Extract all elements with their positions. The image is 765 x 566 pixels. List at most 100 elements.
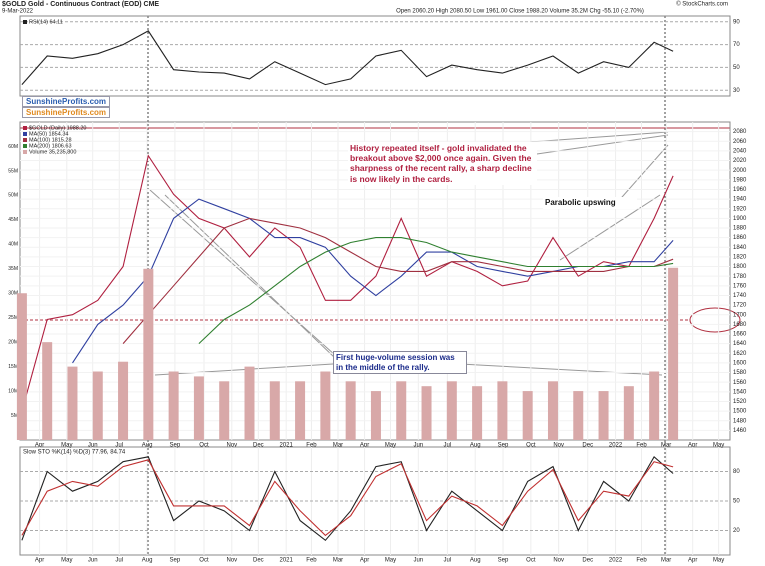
volume-bar <box>396 381 407 440</box>
volume-bar <box>421 386 432 440</box>
series-line <box>72 198 674 364</box>
volume-bar <box>143 268 154 440</box>
x-tick-label: Jul <box>115 558 123 564</box>
panel-title: Slow STO %K(14) %D(3) 77.96, 84.74 <box>23 450 126 456</box>
x-tick-label: May <box>385 558 396 564</box>
legend-swatch <box>23 126 27 130</box>
volume-bar <box>295 381 306 440</box>
x-tick-label: 2021 <box>279 443 293 449</box>
volume-bar <box>649 371 660 440</box>
volume-bar <box>472 386 483 440</box>
volume-bar <box>269 381 280 440</box>
y-tick-label: 1780 <box>733 274 747 280</box>
y-tick-label: 1760 <box>733 283 747 289</box>
x-tick-label: Jun <box>88 443 98 449</box>
volume-bar <box>42 342 53 440</box>
y-tick-label: 1940 <box>733 197 747 203</box>
x-tick-label: May <box>713 443 724 449</box>
y-tick-label: 80 <box>733 469 740 475</box>
y-tick-label: 30 <box>733 88 740 94</box>
x-tick-label: Oct <box>199 558 209 564</box>
volume-bar <box>16 293 27 440</box>
y-tick-label: 70 <box>733 42 740 48</box>
panel-frame <box>19 15 731 97</box>
series-line <box>198 237 674 344</box>
volume-bar <box>446 381 457 440</box>
y-tick-label: 1960 <box>733 187 747 193</box>
y-tick-label: 2000 <box>733 168 747 174</box>
target-ellipse <box>689 307 741 333</box>
volume-bar <box>168 371 179 440</box>
y2-tick-label: 35M <box>8 266 18 272</box>
y-tick-label: 2040 <box>733 148 747 154</box>
x-tick-label: Apr <box>360 443 369 449</box>
x-tick-label: Dec <box>253 443 264 449</box>
x-tick-label: Jun <box>413 443 423 449</box>
series-line <box>21 30 674 86</box>
x-tick-label: Dec <box>253 558 264 564</box>
y-tick-label: 1660 <box>733 332 747 338</box>
y-tick-label: 1600 <box>733 360 747 366</box>
annotation: History repeated itself - gold invalidat… <box>348 142 537 185</box>
y2-tick-label: 20M <box>8 339 18 345</box>
y2-tick-label: 25M <box>8 315 18 321</box>
y2-tick-label: 50M <box>8 193 18 199</box>
x-tick-label: Mar <box>661 443 671 449</box>
legend-label: RSI(14) 64.11 <box>29 19 63 25</box>
x-tick-label: Jul <box>444 443 452 449</box>
legend-swatch <box>23 20 27 24</box>
y-tick-label: 1620 <box>733 351 747 357</box>
y-tick-label: 1720 <box>733 303 747 309</box>
volume-bar <box>193 376 204 440</box>
logo: SunshineProfits.com <box>22 96 111 107</box>
date: 9-Mar-2022 <box>2 9 34 15</box>
legend-swatch <box>23 144 27 148</box>
y-tick-label: 1640 <box>733 341 747 347</box>
series-line <box>21 459 674 537</box>
x-tick-label: Oct <box>526 558 536 564</box>
x-tick-label: May <box>61 558 72 564</box>
y2-tick-label: 5M <box>11 413 18 419</box>
legend-swatch <box>23 138 27 142</box>
volume-bar <box>547 381 558 440</box>
x-tick-label: May <box>61 443 72 449</box>
x-tick-label: Mar <box>661 558 671 564</box>
y2-tick-label: 40M <box>8 242 18 248</box>
y-tick-label: 2020 <box>733 158 747 164</box>
x-tick-label: Nov <box>226 443 237 449</box>
legend-swatch <box>23 132 27 136</box>
y2-tick-label: 30M <box>8 291 18 297</box>
x-tick-label: Apr <box>688 443 697 449</box>
x-tick-label: 2022 <box>609 443 623 449</box>
volume-bar <box>598 391 609 440</box>
volume-bar <box>573 391 584 440</box>
x-tick-label: Feb <box>306 558 317 564</box>
x-tick-label: Jun <box>88 558 98 564</box>
series-line <box>21 455 674 542</box>
y-tick-label: 1680 <box>733 322 747 328</box>
x-tick-label: May <box>713 558 724 564</box>
x-tick-label: Aug <box>470 558 481 564</box>
y-tick-label: 50 <box>733 499 740 505</box>
x-tick-label: 2022 <box>609 558 623 564</box>
y-tick-label: 1920 <box>733 206 747 212</box>
volume-bar <box>623 386 634 440</box>
x-tick-label: Dec <box>582 558 593 564</box>
y-tick-label: 1560 <box>733 380 747 386</box>
volume-bar <box>522 391 533 440</box>
y-tick-label: 1700 <box>733 312 747 318</box>
x-tick-label: Feb <box>636 558 647 564</box>
volume-bar <box>244 366 255 440</box>
y-tick-label: 1860 <box>733 235 747 241</box>
x-tick-label: Apr <box>688 558 697 564</box>
x-tick-label: Nov <box>553 443 564 449</box>
y-tick-label: 2080 <box>733 129 747 135</box>
legend-label: MA(200) 1806.63 <box>29 143 72 149</box>
y-tick-label: 1880 <box>733 226 747 232</box>
y-tick-label: 20 <box>733 528 740 534</box>
y-tick-label: 1500 <box>733 409 747 415</box>
volume-bar <box>668 267 679 440</box>
volume-bar <box>497 381 508 440</box>
